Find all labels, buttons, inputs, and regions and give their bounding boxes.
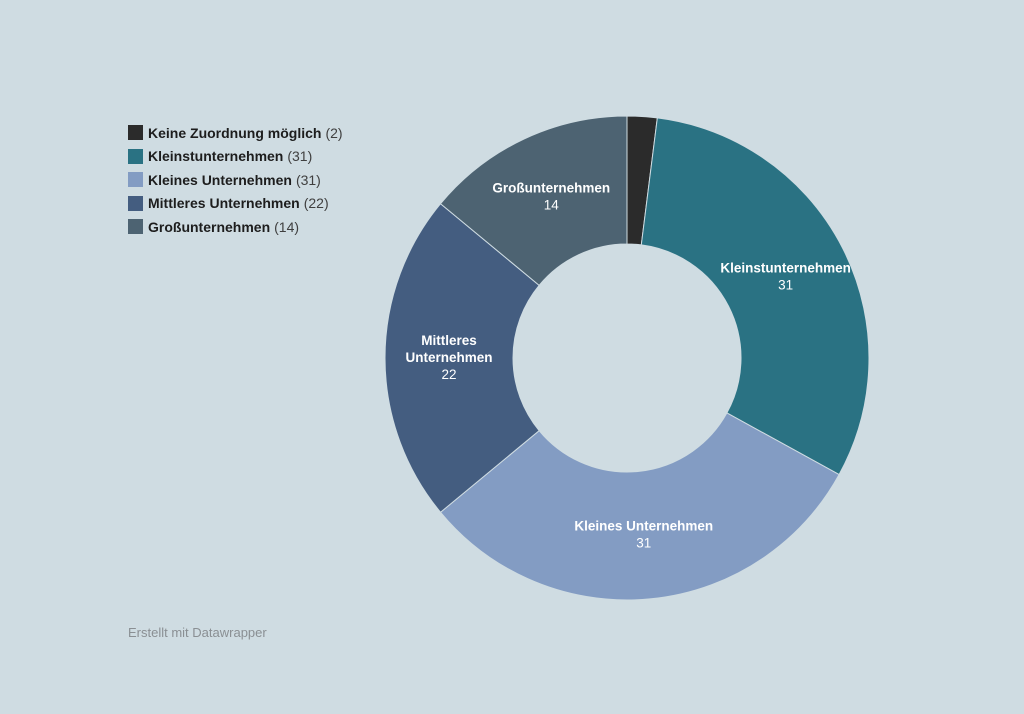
legend-label: Keine Zuordnung möglich: [148, 124, 322, 141]
legend-swatch: [128, 219, 143, 235]
legend-label: Mittleres Unternehmen: [148, 195, 300, 212]
slice-value-label: 22: [441, 367, 456, 382]
legend-value: (2): [325, 124, 343, 141]
donut-slice: [384, 203, 540, 513]
legend-swatch: [128, 148, 143, 164]
donut-slice: [439, 115, 628, 287]
slice-label: Großunternehmen: [492, 180, 610, 195]
legend-item: Kleinstunternehmen (31): [128, 145, 343, 169]
slice-label: Kleinstunternehmen: [720, 261, 851, 276]
slice-value-label: 31: [778, 278, 793, 293]
slice-value-label: 31: [636, 536, 651, 551]
legend-swatch: [128, 125, 143, 141]
donut-slice: [640, 117, 870, 476]
legend-item: Kleines Unternehmen (31): [128, 168, 343, 192]
legend-label: Großunternehmen: [148, 218, 271, 235]
legend-label: Kleinstunternehmen: [148, 148, 284, 165]
slice-label: Mittleres: [421, 333, 477, 348]
slice-label: Unternehmen: [405, 350, 492, 365]
legend-item: Großunternehmen (14): [128, 215, 343, 239]
legend-value: (31): [287, 148, 313, 165]
slice-label: Kleines Unternehmen: [574, 519, 713, 534]
legend-swatch: [128, 195, 143, 211]
slice-value-label: 14: [544, 197, 560, 212]
footer-credit: Erstellt mit Datawrapper: [128, 625, 267, 640]
legend-item: Mittleres Unternehmen (22): [128, 192, 343, 216]
donut-slice: [439, 412, 840, 601]
legend-value: (14): [274, 218, 300, 235]
legend-item: Keine Zuordnung möglich (2): [128, 121, 343, 145]
legend-swatch: [128, 172, 143, 188]
legend-label: Kleines Unternehmen: [148, 171, 292, 188]
legend: Keine Zuordnung möglich (2) Kleinstunterne…: [128, 121, 343, 239]
legend-value: (31): [295, 171, 321, 188]
legend-value: (22): [303, 195, 329, 212]
